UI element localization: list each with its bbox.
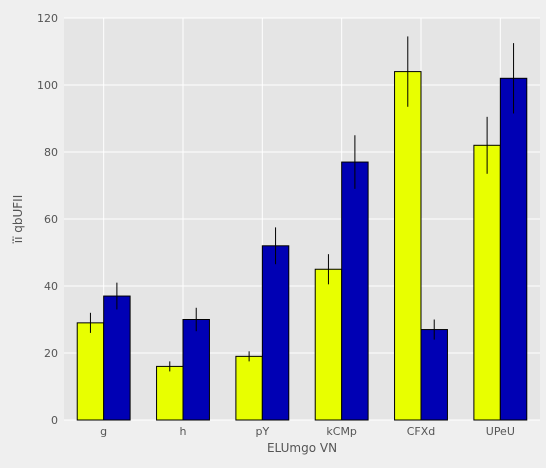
y-axis-label: ïï qbUFII — [11, 195, 25, 244]
y-tick-label: 80 — [44, 146, 58, 159]
bar-series-2 — [103, 295, 131, 421]
y-axis-ticks: 0 20 40 60 80 100 120 — [37, 12, 58, 427]
x-tick-label: h — [180, 425, 187, 438]
bar-series-1 — [76, 322, 105, 421]
y-tick-label: 120 — [37, 12, 58, 25]
x-tick-label: UPeU — [486, 425, 515, 438]
error-bars — [89, 36, 515, 372]
y-tick-label: 100 — [37, 79, 58, 92]
bar-series-2 — [420, 329, 448, 421]
bar-series-2 — [499, 77, 528, 421]
bar-series-2 — [341, 161, 369, 421]
y-tick-label: 0 — [51, 414, 58, 427]
x-axis-label: ELUmgo VN — [267, 441, 337, 455]
bar-series-2 — [182, 319, 210, 421]
bars — [76, 71, 528, 421]
x-tick-label: kCMp — [326, 425, 357, 438]
x-tick-label: pY — [255, 425, 269, 438]
bar-series-1 — [473, 144, 501, 421]
bar-series-1 — [314, 268, 343, 421]
x-axis-ticks: g h pY kCMp CFXd UPeU — [100, 425, 515, 438]
y-tick-label: 20 — [44, 347, 58, 360]
x-tick-label: CFXd — [407, 425, 436, 438]
x-tick-label: g — [100, 425, 107, 438]
bar-series-1 — [235, 355, 263, 421]
y-tick-label: 40 — [44, 280, 58, 293]
bar-series-2 — [261, 245, 290, 421]
bar-series-1 — [394, 71, 422, 421]
bar-series-1 — [156, 365, 184, 421]
y-tick-label: 60 — [44, 213, 58, 226]
